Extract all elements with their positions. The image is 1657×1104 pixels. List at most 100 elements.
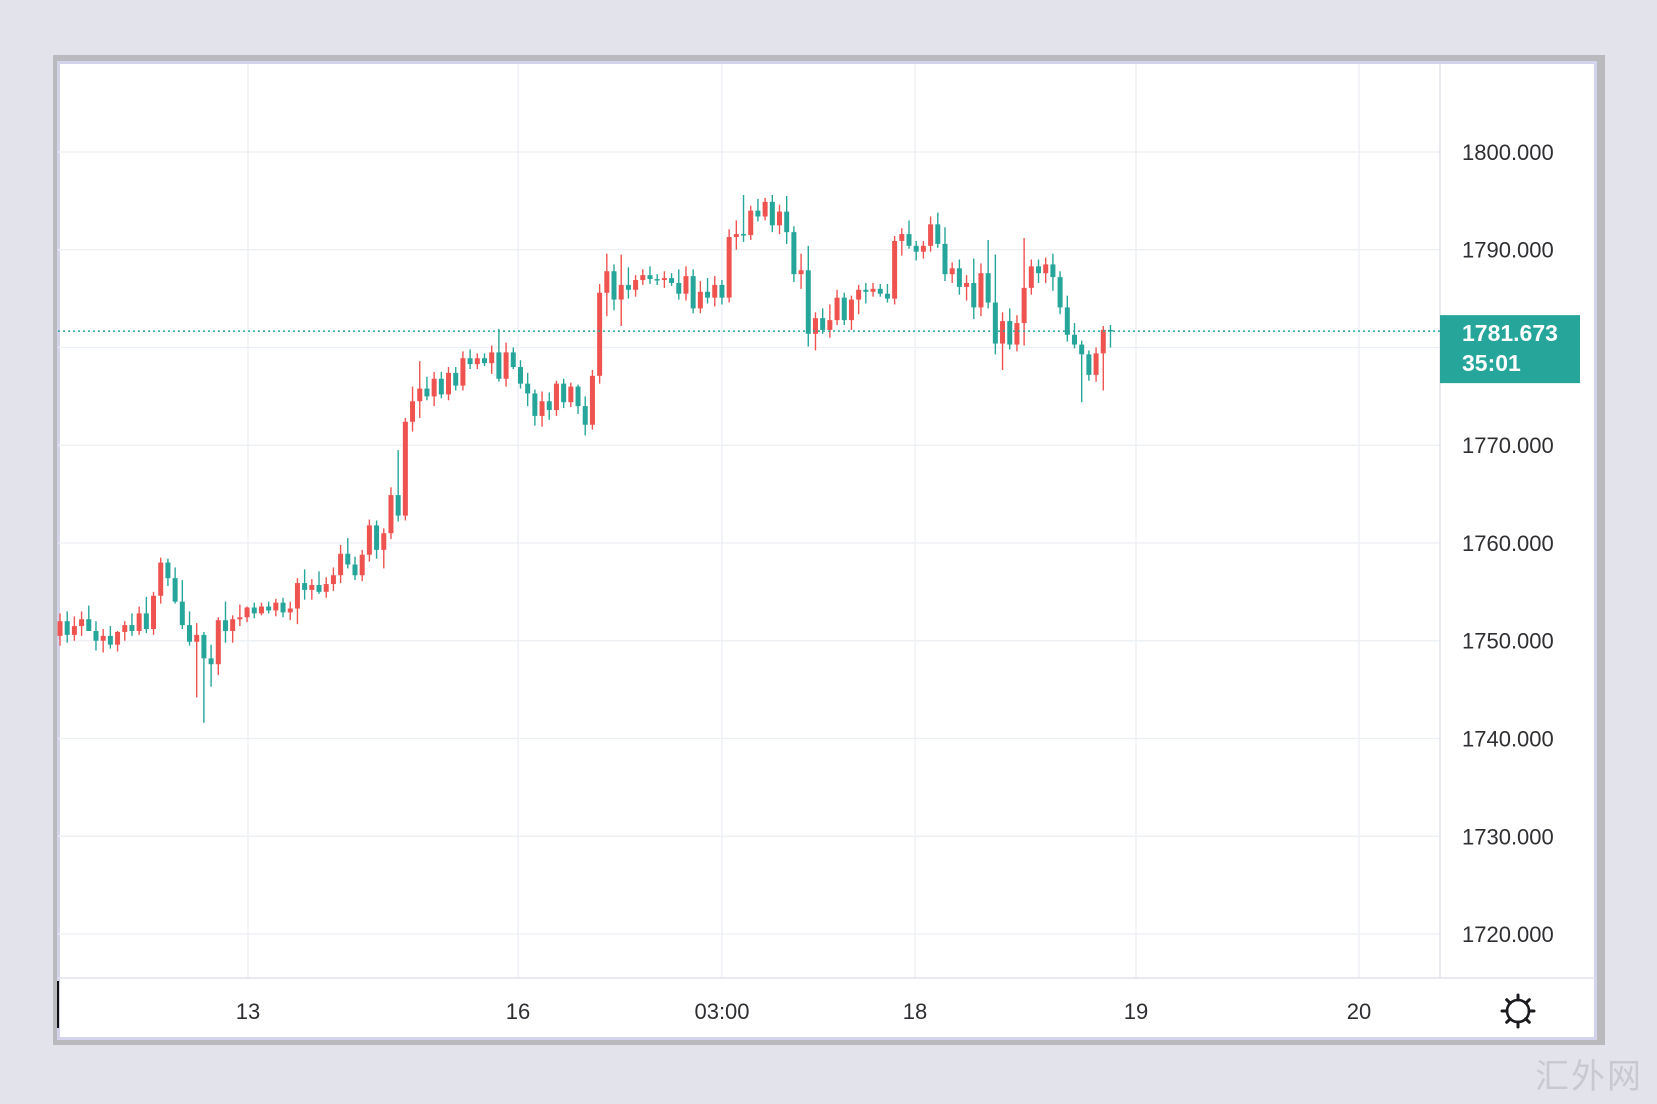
watermark-text: 汇外网 <box>1535 1057 1643 1097</box>
candle <box>913 240 919 261</box>
candle <box>884 283 890 303</box>
candle-body <box>676 282 682 294</box>
candle <box>215 617 221 675</box>
current-price-label: 1781.673 <box>1462 320 1558 346</box>
candle <box>546 392 552 420</box>
candle-body <box>517 367 523 384</box>
candle <box>618 254 624 326</box>
candle <box>1071 323 1077 349</box>
candle <box>388 487 394 540</box>
candle <box>920 240 926 259</box>
candle <box>899 228 905 256</box>
candle <box>978 263 984 317</box>
candle <box>1000 312 1006 370</box>
candle-body <box>251 607 257 614</box>
candle-body <box>1000 321 1006 344</box>
time-tick-label: 16 <box>506 999 530 1024</box>
candle <box>805 245 811 347</box>
candle-body <box>935 224 941 244</box>
candle-body <box>366 525 372 555</box>
candle <box>323 577 329 598</box>
candle <box>517 360 523 389</box>
candle-body <box>604 271 610 293</box>
candle <box>906 220 912 249</box>
candle <box>309 579 315 600</box>
candle-body <box>230 619 236 631</box>
candle <box>1079 340 1085 403</box>
candle <box>661 271 667 288</box>
candle-body <box>330 575 336 585</box>
candle-body <box>539 401 545 416</box>
gear-icon[interactable] <box>1500 993 1536 1029</box>
candle <box>712 276 718 307</box>
candle <box>1050 253 1056 291</box>
candle <box>589 369 595 430</box>
candle-body <box>1007 321 1013 345</box>
candle <box>208 644 214 687</box>
candle <box>762 197 768 221</box>
candle-body <box>575 386 581 407</box>
candle <box>316 571 322 594</box>
candle <box>992 254 998 355</box>
candle-body <box>57 621 63 636</box>
candle-body <box>647 275 653 280</box>
candle <box>86 605 92 631</box>
candle-body <box>640 275 646 281</box>
candle <box>57 613 63 646</box>
candle <box>194 623 200 698</box>
candle <box>640 269 646 285</box>
candle <box>834 289 840 326</box>
candle-body <box>93 630 99 641</box>
candle-body <box>884 293 890 299</box>
candle-body <box>762 201 768 217</box>
candle <box>949 262 955 283</box>
candle <box>568 382 574 408</box>
time-tick-label: 20 <box>1347 999 1371 1024</box>
candle <box>482 353 488 367</box>
candle <box>474 353 480 369</box>
candle-countdown-label: 35:01 <box>1462 350 1521 376</box>
candle <box>841 292 847 326</box>
candle <box>625 267 631 299</box>
candle-body <box>920 245 926 252</box>
candle <box>985 239 991 309</box>
candle <box>366 519 372 562</box>
candle <box>777 204 782 235</box>
candle-body <box>733 234 739 238</box>
candle <box>64 611 70 643</box>
candle <box>964 275 970 301</box>
candle-body <box>503 352 509 379</box>
candle-body <box>690 276 696 309</box>
time-tick-label: 19 <box>1124 999 1148 1024</box>
axis-lines <box>57 64 1595 1028</box>
candle-body <box>856 289 862 300</box>
candle <box>741 194 747 242</box>
time-tick-label: 13 <box>236 999 260 1024</box>
candle-body <box>1021 287 1027 324</box>
candle-body <box>1100 329 1106 354</box>
candle-body <box>222 620 228 631</box>
candle <box>553 380 559 416</box>
candle-body <box>294 583 300 609</box>
candle <box>381 528 387 569</box>
candle <box>179 580 185 630</box>
candle <box>532 389 538 426</box>
candle-body <box>266 606 272 611</box>
candle-body <box>194 634 200 642</box>
candle <box>151 591 157 635</box>
price-tick-label: 1760.000 <box>1462 531 1554 556</box>
candle <box>654 274 660 285</box>
time-axis-labels: 13 16 03:00 18 19 20 <box>236 999 1371 1024</box>
candle <box>93 621 99 651</box>
candle-body <box>654 279 660 281</box>
candle-body <box>489 352 495 364</box>
candle <box>100 629 106 653</box>
candle-body <box>402 421 408 516</box>
candle-body <box>71 626 77 635</box>
gear-tooth <box>1524 998 1531 1005</box>
candle <box>410 386 416 432</box>
candle-body <box>86 619 92 631</box>
candle-body <box>323 584 329 592</box>
price-axis-labels: 1720.000 1730.000 1740.000 1750.000 1760.000… <box>1462 140 1554 947</box>
